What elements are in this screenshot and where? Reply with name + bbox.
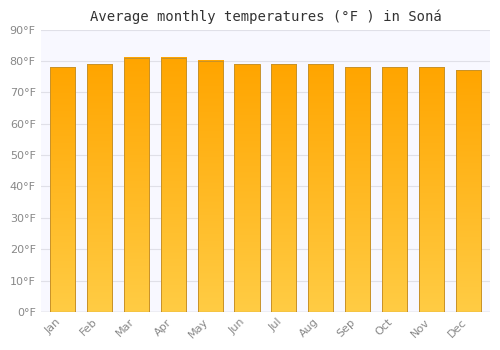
- Bar: [87, 64, 112, 312]
- Bar: [308, 64, 334, 312]
- Bar: [382, 67, 407, 312]
- Bar: [160, 58, 186, 312]
- Bar: [234, 64, 260, 312]
- Title: Average monthly temperatures (°F ) in Soná: Average monthly temperatures (°F ) in So…: [90, 10, 442, 24]
- Bar: [272, 64, 296, 312]
- Bar: [456, 70, 480, 312]
- Bar: [345, 67, 370, 312]
- Bar: [124, 58, 149, 312]
- Bar: [50, 67, 75, 312]
- Bar: [419, 67, 444, 312]
- Bar: [198, 61, 222, 312]
